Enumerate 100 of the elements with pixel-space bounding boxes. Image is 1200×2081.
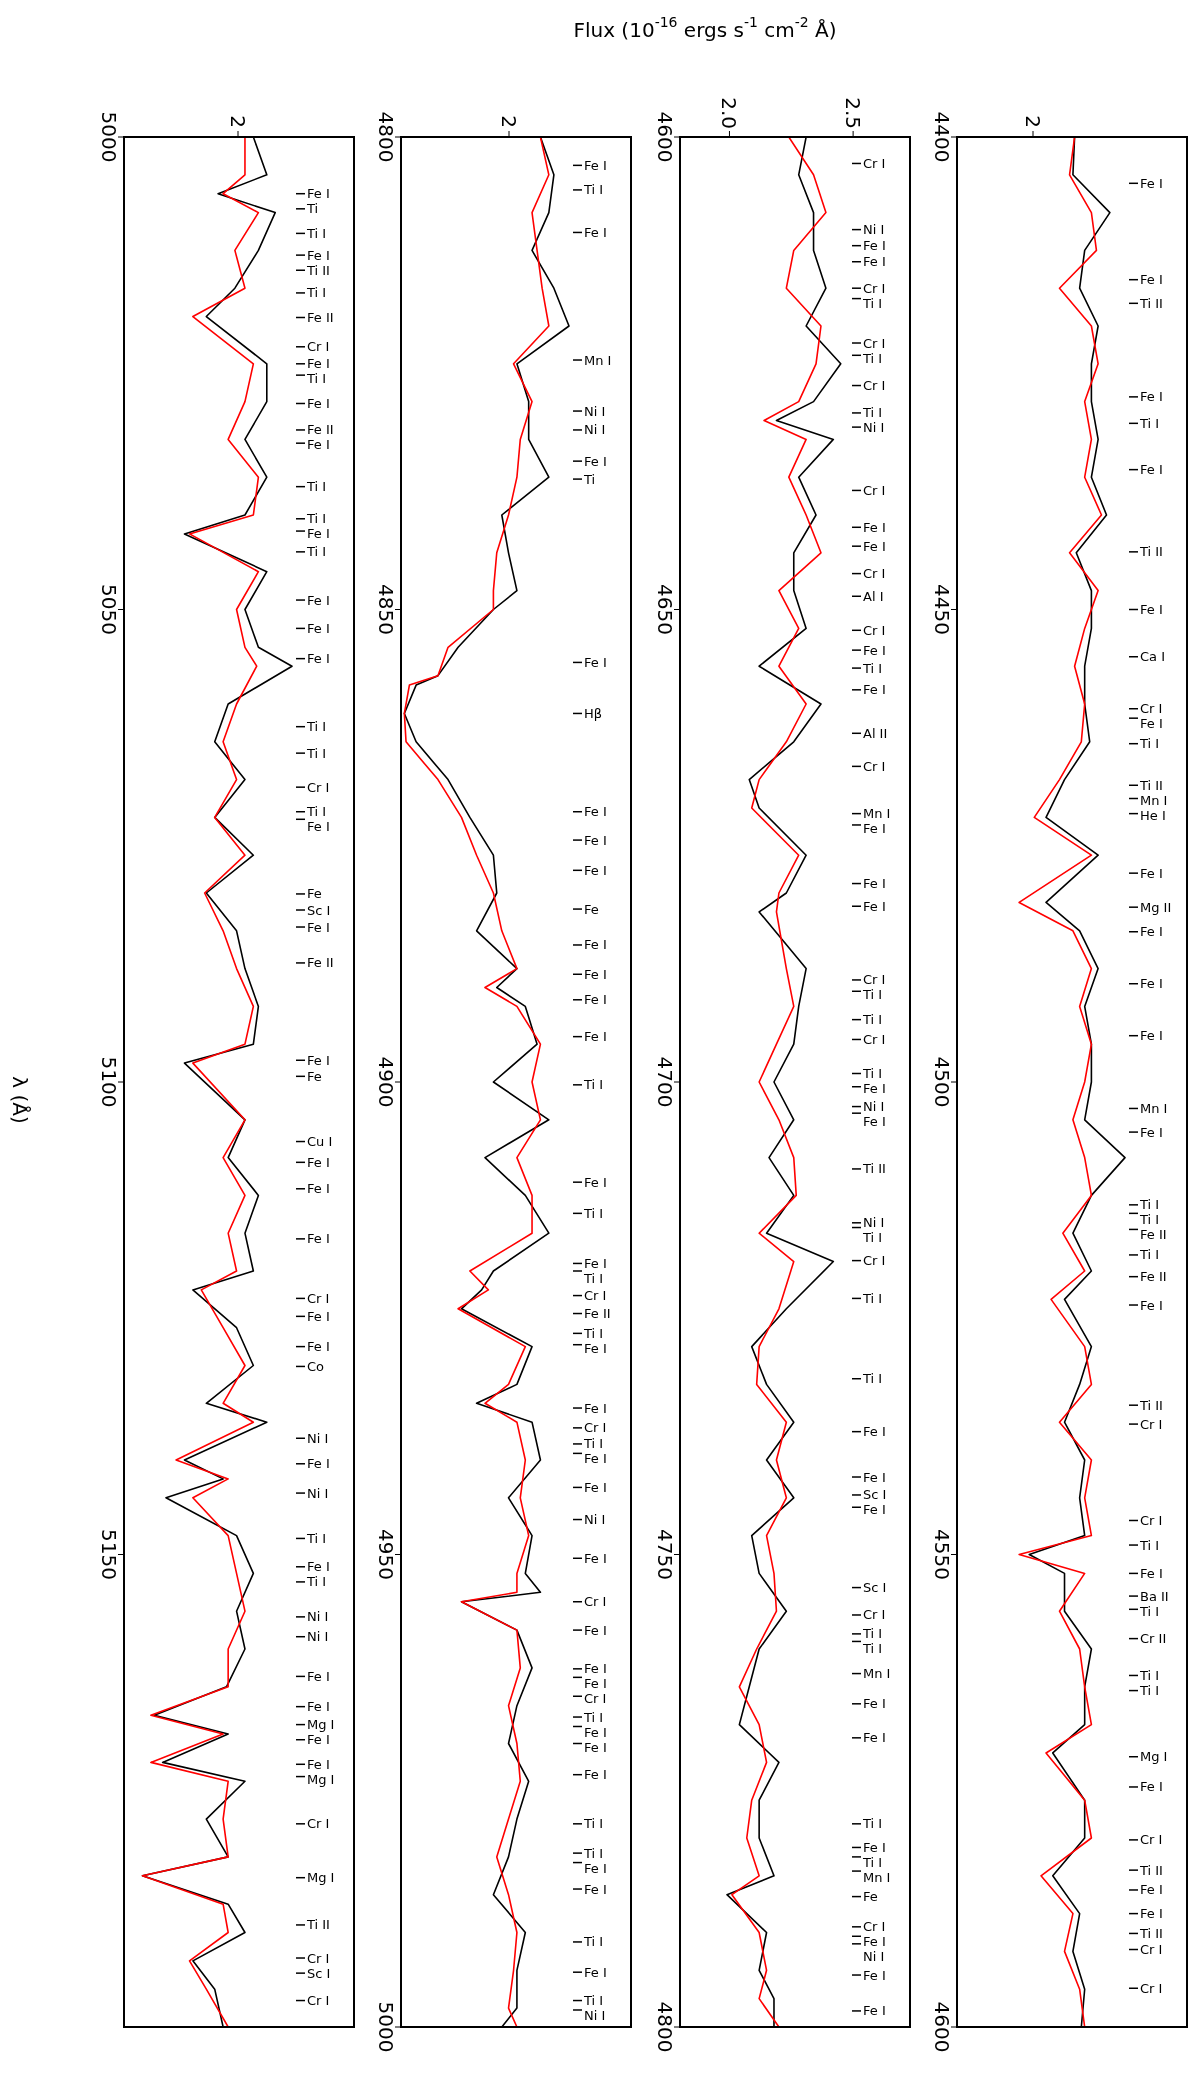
ref-line-label: Ti I — [1139, 736, 1160, 752]
ref-line-label: Cu I — [307, 1134, 333, 1150]
ref-line-label: Fe I — [863, 821, 886, 837]
text: 2 — [1021, 115, 1045, 128]
ref-line-label: Fe I — [584, 1451, 607, 1467]
ref-line-label: Fe I — [307, 395, 330, 411]
ref-line-label: Ti I — [1139, 1212, 1160, 1228]
ref-line-label: Mg I — [307, 1771, 335, 1787]
ref-line-label: Cr I — [1140, 1980, 1163, 1996]
ref-line-label: Fe I — [307, 1231, 330, 1247]
ref-line-label: Fe — [307, 886, 322, 902]
ref-line-label: Ti II — [1139, 1862, 1163, 1878]
ref-line-label: Fe I — [584, 1767, 607, 1783]
ref-line-label: Cr I — [863, 972, 886, 988]
ref-line-label: Ti I — [583, 1325, 604, 1341]
ref-line-label: Ti I — [306, 1574, 327, 1590]
ref-line-label: Ti I — [306, 804, 327, 820]
y-tick-label: 4600 — [652, 111, 677, 163]
ref-line-label: Fe I — [863, 1424, 886, 1440]
ref-line-label: Fe I — [307, 1456, 330, 1472]
ref-line-label: Fe I — [307, 592, 330, 608]
ref-line-label: Fe I — [584, 804, 607, 820]
ref-line-label: Fe I — [307, 526, 330, 542]
ref-line-label: Mg I — [307, 1717, 335, 1733]
ref-line-label: Ni I — [307, 1485, 329, 1501]
ref-line-label: Fe — [584, 901, 599, 917]
ref-line-label: Fe I — [307, 356, 330, 372]
ref-line-label: Cr I — [863, 1253, 886, 1269]
y-tick-label: 4550 — [929, 1529, 954, 1580]
y-tick-label: 5100 — [96, 1056, 121, 1108]
ref-line-label: Fe II — [307, 309, 334, 325]
ref-line-label: Ti I — [306, 544, 327, 560]
ref-line-label: Cr I — [863, 335, 886, 351]
ref-line-label: Ti I — [583, 1845, 604, 1861]
y-tick-label: 4750 — [652, 1529, 677, 1580]
ref-line-label: Fe I — [863, 254, 886, 270]
ref-line-label: Fe I — [1140, 1906, 1163, 1922]
ref-line-label: Fe I — [584, 1622, 607, 1638]
ref-line-label: Fe I — [584, 1724, 607, 1740]
ref-line-label: Fe I — [1140, 175, 1163, 191]
ref-line-label: Fe I — [1140, 1882, 1163, 1898]
ref-line-label: Fe I — [1140, 1779, 1163, 1795]
ref-line-label: Ti I — [306, 225, 327, 241]
ref-line-label: Fe I — [1140, 462, 1163, 478]
ref-line-label: Fe I — [1140, 924, 1163, 940]
ref-line-label: Fe I — [307, 1308, 330, 1324]
ref-line-label: Mn I — [1140, 1100, 1168, 1116]
ref-line-label: Fe I — [863, 538, 886, 554]
y-tick-label: 4500 — [929, 1056, 954, 1108]
ref-line-label: Ti I — [583, 1205, 604, 1221]
ref-line-label: Cr I — [863, 155, 886, 171]
ref-line-label: Fe I — [584, 1860, 607, 1876]
y-tick-label: 4450 — [929, 584, 954, 635]
ref-line-label: Ti I — [862, 350, 883, 366]
ref-line-label: Ti I — [1139, 1247, 1160, 1263]
ref-line-label: Fe I — [863, 1696, 886, 1712]
ref-line-label: Cr I — [1140, 1832, 1163, 1848]
ref-line-label: Fe I — [584, 224, 607, 240]
ref-line-label: Ti I — [862, 405, 883, 421]
ref-line-label: Fe I — [863, 238, 886, 254]
ref-line-label: Ti II — [306, 262, 330, 278]
ref-line-label: Fe II — [307, 955, 334, 971]
ref-line-label: Fe II — [1140, 1227, 1167, 1243]
ref-line-label: Al I — [863, 588, 884, 604]
ref-line-label: Ti — [306, 201, 319, 217]
ref-line-label: Ti I — [583, 1934, 604, 1950]
ref-line-label: Fe I — [307, 247, 330, 263]
ref-line-label: Ti I — [1139, 1683, 1160, 1699]
ref-line-label: Fe I — [307, 1699, 330, 1715]
ref-line-label: Fe I — [863, 876, 886, 892]
ref-line-label: Ti II — [1139, 1925, 1163, 1941]
ref-line-label: Fe I — [584, 1479, 607, 1495]
ref-line-label: Sc I — [863, 1580, 887, 1596]
y-tick-label: 4800 — [373, 111, 398, 163]
ref-line-label: Ti I — [306, 1530, 327, 1546]
ref-line-label: Fe I — [584, 1739, 607, 1755]
ref-line-label: Ti I — [862, 1290, 883, 1306]
ref-line-label: Fe I — [584, 453, 607, 469]
y-tick-label: 4900 — [373, 1056, 398, 1108]
x-tick-label: 2.0 — [717, 97, 742, 129]
ref-line-label: Ti I — [862, 295, 883, 311]
y-tick-label: 5050 — [96, 584, 121, 635]
y-tick-label: 4950 — [373, 1529, 398, 1580]
x-tick-label: 2.5 — [841, 97, 866, 129]
ref-line-label: Cr I — [1140, 701, 1163, 717]
ref-line-label: Ti I — [862, 1854, 883, 1870]
ref-line-label: Fe I — [1140, 1565, 1163, 1581]
ref-line-label: Ti I — [1139, 1667, 1160, 1683]
ref-line-label: Fe I — [307, 620, 330, 636]
ref-line-label: Ti II — [1139, 295, 1163, 311]
ref-line-label: Co — [307, 1358, 325, 1374]
ref-line-label: Fe I — [584, 1340, 607, 1356]
ref-line-label: Fe I — [863, 1730, 886, 1746]
ref-line-label: Ti I — [862, 1816, 883, 1832]
ref-line-label: Fe I — [863, 1469, 886, 1485]
y-tick-label: 4850 — [373, 584, 398, 635]
ref-line-label: Ni I — [863, 222, 885, 238]
ref-line-label: Ti — [583, 471, 596, 487]
ref-line-label: Ni I — [584, 403, 606, 419]
ref-line-label: Cr I — [863, 482, 886, 498]
